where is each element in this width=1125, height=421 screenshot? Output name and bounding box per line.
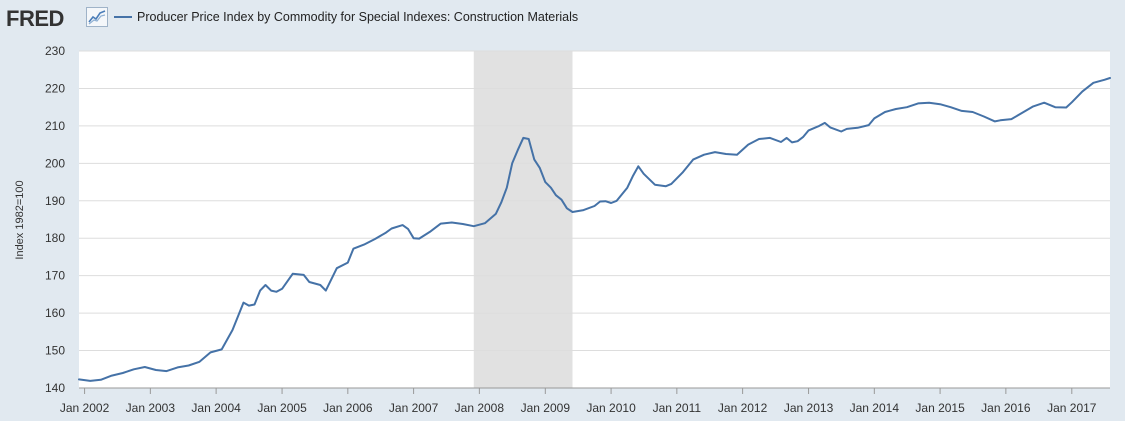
x-tick-label: Jan 2005	[257, 401, 307, 415]
x-tick-label: Jan 2003	[126, 401, 176, 415]
x-tick-label: Jan 2011	[653, 401, 702, 415]
x-tick-label: Jan 2014	[850, 401, 900, 415]
x-axis: Jan 2002 Jan 2003 Jan 2004 Jan 2005 Jan 2006…	[60, 388, 1110, 415]
y-tick-label: 150	[45, 344, 65, 358]
x-tick-label: Jan 2006	[323, 401, 373, 415]
y-axis: 140 150 160 170 180 190 200 210 220 230	[45, 44, 65, 395]
x-tick-label: Jan 2010	[586, 401, 636, 415]
y-tick-label: 210	[45, 119, 65, 133]
y-tick-label: 230	[45, 44, 65, 58]
y-axis-title: Index 1982=100	[14, 180, 26, 259]
plot-area	[79, 51, 1110, 388]
x-tick-label: Jan 2016	[981, 401, 1031, 415]
y-tick-label: 200	[45, 156, 65, 170]
x-tick-label: Jan 2012	[718, 401, 768, 415]
x-tick-label: Jan 2004	[191, 401, 241, 415]
x-tick-label: Jan 2002	[60, 401, 110, 415]
x-tick-label: Jan 2009	[521, 401, 571, 415]
y-tick-label: 140	[45, 381, 65, 395]
y-tick-label: 160	[45, 306, 65, 320]
x-tick-label: Jan 2008	[455, 401, 505, 415]
x-tick-label: Jan 2015	[915, 401, 965, 415]
y-tick-label: 220	[45, 81, 65, 95]
x-tick-label: Jan 2017	[1047, 401, 1097, 415]
y-tick-label: 180	[45, 231, 65, 245]
y-tick-label: 170	[45, 269, 65, 283]
y-tick-label: 190	[45, 194, 65, 208]
x-tick-label: Jan 2013	[784, 401, 834, 415]
x-tick-label: Jan 2007	[389, 401, 439, 415]
